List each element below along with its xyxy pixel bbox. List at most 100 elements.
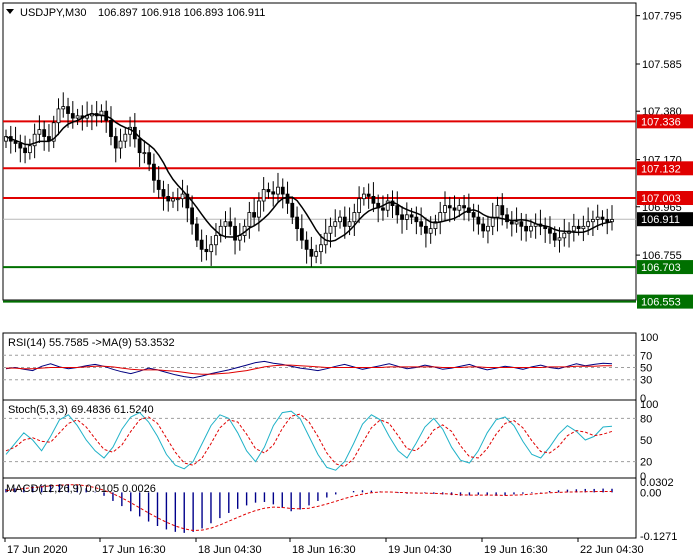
candle-body	[42, 129, 47, 137]
candle-body	[199, 239, 204, 250]
candle-body	[75, 115, 80, 119]
candle-body	[528, 225, 533, 232]
macd-signal-line	[5, 484, 612, 532]
candle-body	[247, 212, 252, 227]
candle-body	[61, 106, 66, 110]
current-price-tag	[637, 212, 693, 227]
level-tag-label: 106.703	[641, 262, 681, 274]
macd-label: MACD(12,26,9) 0.0105 0.0026	[6, 483, 156, 495]
candle-body	[586, 221, 591, 227]
price-tick-label: 106.755	[642, 250, 682, 262]
time-tick-label: 22 Jun 04:30	[580, 544, 644, 556]
candle-body	[524, 225, 529, 232]
price-panel: USDJPY,M30 106.897 106.918 106.893 106.9…	[2, 2, 693, 309]
candle-body	[194, 223, 199, 241]
candle-body	[271, 191, 276, 195]
candle-body	[161, 189, 166, 197]
candle-body	[395, 205, 400, 216]
candle-body	[113, 136, 118, 149]
axis-tick-label: 100	[640, 332, 658, 344]
axis-tick-label: 50	[640, 435, 652, 447]
axis-tick-label: 70	[640, 350, 652, 362]
candle-body	[433, 221, 438, 230]
candle-body	[319, 244, 323, 253]
candle-body	[514, 221, 519, 225]
series-line	[5, 413, 613, 468]
candle-body	[156, 179, 161, 190]
candle-body	[490, 216, 495, 227]
candle-body	[571, 225, 576, 232]
candle-body	[299, 228, 304, 241]
candle-body	[424, 225, 428, 234]
time-tick-label: 17 Jun 16:30	[102, 544, 166, 556]
axis-tick-label: 50	[640, 363, 652, 375]
candle-body	[419, 221, 424, 227]
candle-body	[266, 189, 271, 193]
level-tag-resistance	[637, 161, 693, 176]
stoch-panel: Stoch(5,3,3) 69.4836 61.5240 100 80 50 20 0	[2, 399, 658, 483]
candle-body	[342, 216, 347, 227]
level-tag-resistance	[637, 191, 693, 206]
rsi-panel: RSI(14) 55.7585 ->MA(9) 53.3532 100 70503…	[2, 332, 658, 405]
candle-body	[605, 219, 610, 223]
candle-body	[190, 207, 194, 225]
time-tick-label: 19 Jun 04:30	[388, 544, 452, 556]
price-levels	[3, 120, 636, 303]
candle-body	[357, 198, 362, 213]
level-tag-label: 107.003	[641, 193, 681, 205]
axis-tick-label: 30	[640, 375, 652, 387]
candle-body	[557, 237, 562, 241]
price-candles	[4, 92, 614, 267]
level-tag-support	[637, 294, 693, 309]
candle-body	[438, 212, 443, 223]
time-tick-label: 19 Jun 16:30	[484, 544, 548, 556]
candle-body	[361, 193, 366, 200]
candle-body	[261, 189, 266, 202]
candle-body	[185, 193, 190, 209]
candle-body	[581, 225, 586, 230]
candle-body	[595, 216, 600, 220]
candle-body	[548, 228, 552, 234]
candle-body	[109, 120, 113, 137]
candle-body	[414, 216, 419, 223]
axis-tick-label: 0.00	[640, 487, 661, 499]
symbol-label: USDJPY,M30	[20, 7, 86, 19]
axis-tick-label: 20	[640, 457, 652, 469]
candle-body	[500, 205, 505, 216]
candle-body	[252, 212, 257, 218]
price-tick-label: 107.795	[642, 11, 682, 23]
axis-tick-label: 0.0302	[640, 477, 674, 489]
ohlc-label: 106.897 106.918 106.893 106.911	[98, 7, 265, 19]
candle-body	[404, 214, 409, 220]
candle-body	[66, 106, 70, 114]
candle-body	[204, 248, 209, 253]
candle-body	[552, 232, 557, 241]
candle-body	[400, 214, 404, 220]
candle-body	[166, 195, 171, 202]
level-tag-label: 106.553	[641, 297, 681, 309]
candle-body	[280, 186, 285, 195]
candle-body	[443, 205, 447, 213]
candle-body	[123, 133, 128, 142]
time-tick-label: 17 Jun 2020	[7, 544, 68, 556]
axis-tick-label: 0	[640, 471, 646, 483]
candle-body	[118, 140, 123, 149]
stoch-label: Stoch(5,3,3) 69.4836 61.5240	[8, 404, 154, 416]
symbol-dropdown-icon[interactable]	[6, 9, 14, 14]
candle-body	[276, 186, 280, 195]
candle-body	[519, 221, 524, 227]
candle-body	[562, 232, 567, 239]
candle-body	[385, 200, 390, 211]
candle-body	[180, 193, 185, 200]
candle-body	[37, 129, 42, 135]
candle-body	[152, 163, 156, 181]
candle-body	[481, 223, 486, 232]
axis-tick-label: 80	[640, 413, 652, 425]
price-panel-frame	[2, 2, 637, 301]
candle-body	[51, 122, 56, 142]
candle-body	[147, 152, 152, 165]
candle-body	[371, 195, 376, 204]
